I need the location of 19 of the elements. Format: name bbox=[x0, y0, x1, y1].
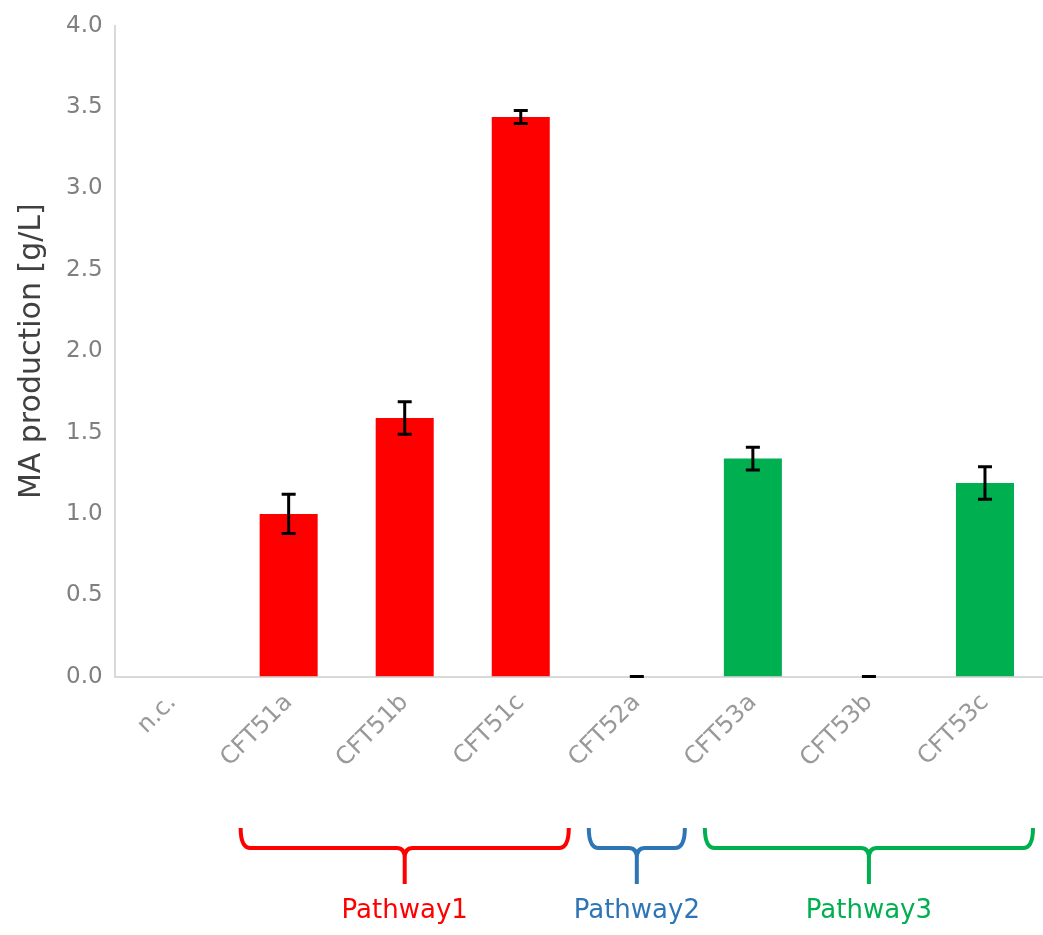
y-tick-label: 1.0 bbox=[66, 498, 103, 525]
bar bbox=[723, 458, 782, 677]
bar bbox=[375, 417, 434, 677]
text: Pathway2 bbox=[573, 894, 700, 924]
bar bbox=[955, 482, 1014, 677]
y-tick-label: 0.5 bbox=[66, 580, 103, 607]
y-tick-label: 1.5 bbox=[66, 417, 103, 444]
bar bbox=[259, 513, 318, 677]
bar bbox=[491, 116, 550, 677]
y-tick-label: 2.0 bbox=[66, 336, 103, 363]
y-tick-label: 4.0 bbox=[66, 10, 103, 37]
x-tick-label: n.c. bbox=[130, 687, 182, 739]
text: Pathway1 bbox=[341, 894, 468, 924]
y-tick-label: 3.0 bbox=[66, 173, 103, 200]
y-tick-label: 0.0 bbox=[66, 661, 103, 688]
y-axis-title: MA production [g/L] bbox=[11, 203, 47, 500]
y-tick-label: 2.5 bbox=[66, 254, 103, 281]
text: Pathway3 bbox=[805, 894, 933, 924]
y-tick-label: 3.5 bbox=[66, 92, 103, 119]
